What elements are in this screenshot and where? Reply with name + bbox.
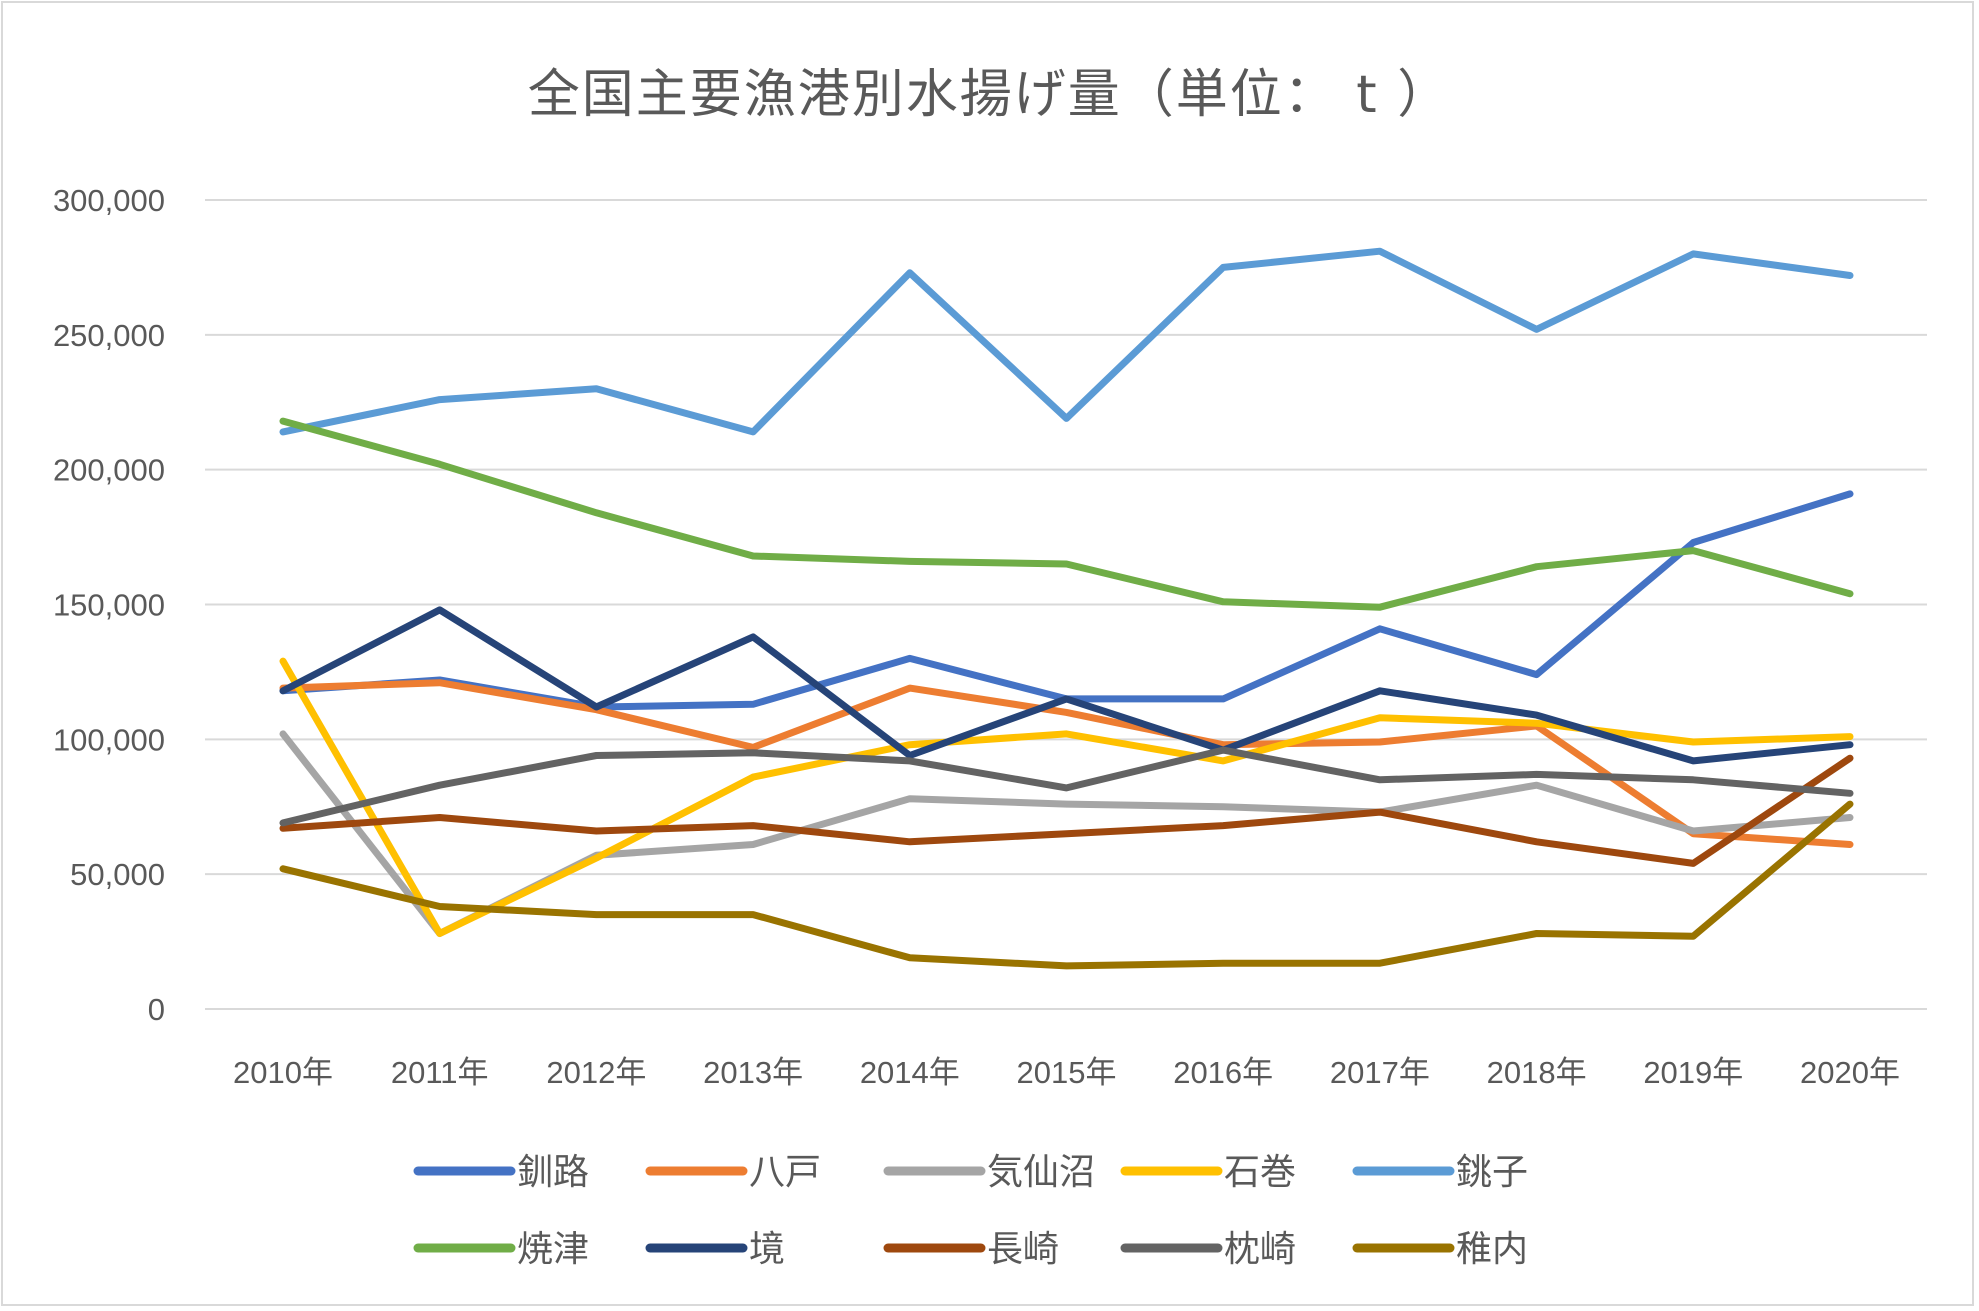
series-line-1 xyxy=(279,679,1854,848)
series-line-8 xyxy=(279,746,1854,827)
legend-item[interactable]: 八戸 xyxy=(645,1152,821,1193)
y-tick-label: 100,000 xyxy=(53,722,165,757)
legend-label: 境 xyxy=(749,1229,785,1270)
legend-item[interactable]: 稚内 xyxy=(1352,1229,1528,1270)
series-line-5 xyxy=(279,417,1854,611)
legend-label: 長崎 xyxy=(987,1229,1059,1270)
x-tick-label: 2018年 xyxy=(1487,1055,1587,1090)
series-line-9 xyxy=(279,800,1854,970)
legend-item[interactable]: 銚子 xyxy=(1352,1152,1528,1193)
legend-label: 石巻 xyxy=(1224,1152,1296,1193)
y-tick-label: 300,000 xyxy=(53,183,165,218)
legend-label: 枕崎 xyxy=(1224,1229,1296,1270)
gridlines xyxy=(205,199,1927,1010)
y-tick-label: 50,000 xyxy=(70,857,165,892)
legend-label: 気仙沼 xyxy=(987,1152,1095,1193)
y-tick-label: 0 xyxy=(148,992,165,1027)
y-tick-label: 150,000 xyxy=(53,588,165,623)
x-tick-label: 2020年 xyxy=(1800,1055,1900,1090)
x-tick-label: 2013年 xyxy=(703,1055,803,1090)
legend-label: 釧路 xyxy=(517,1152,589,1193)
legend-label: 稚内 xyxy=(1456,1229,1528,1270)
series-line-4 xyxy=(279,247,1854,436)
x-tick-label: 2012年 xyxy=(546,1055,646,1090)
legend-item[interactable]: 焼津 xyxy=(413,1229,589,1270)
legend-item[interactable]: 長崎 xyxy=(883,1229,1059,1270)
legend-item[interactable]: 釧路 xyxy=(413,1152,589,1193)
x-axis-ticks: 2010年 2011年 2012年 2013年 2014年 2015年 2016年 2017年… xyxy=(233,1055,1900,1090)
legend-label: 焼津 xyxy=(517,1229,589,1270)
x-tick-label: 2010年 xyxy=(233,1055,333,1090)
x-tick-label: 2014年 xyxy=(860,1055,960,1090)
series-lines xyxy=(279,247,1854,970)
x-tick-label: 2017年 xyxy=(1330,1055,1430,1090)
legend-item[interactable]: 境 xyxy=(645,1229,785,1270)
y-axis-ticks: 0 50,000 100,000 150,000 200,000 250,000 300,0… xyxy=(53,183,165,1027)
legend-label: 八戸 xyxy=(749,1152,821,1193)
series-line-6 xyxy=(279,606,1854,765)
legend-item[interactable]: 石巻 xyxy=(1120,1152,1296,1193)
chart-title: 全国主要漁港別水揚げ量（単位： t ） xyxy=(527,65,1452,125)
series-line-0 xyxy=(279,490,1854,711)
y-tick-label: 250,000 xyxy=(53,318,165,353)
x-tick-label: 2011年 xyxy=(391,1055,489,1090)
legend-item[interactable]: 枕崎 xyxy=(1120,1229,1296,1270)
legend-item[interactable]: 気仙沼 xyxy=(883,1152,1095,1193)
y-tick-label: 200,000 xyxy=(53,453,165,488)
x-tick-label: 2019年 xyxy=(1643,1055,1743,1090)
x-tick-label: 2015年 xyxy=(1017,1055,1117,1090)
legend-label: 銚子 xyxy=(1456,1152,1528,1193)
x-tick-label: 2016年 xyxy=(1173,1055,1273,1090)
